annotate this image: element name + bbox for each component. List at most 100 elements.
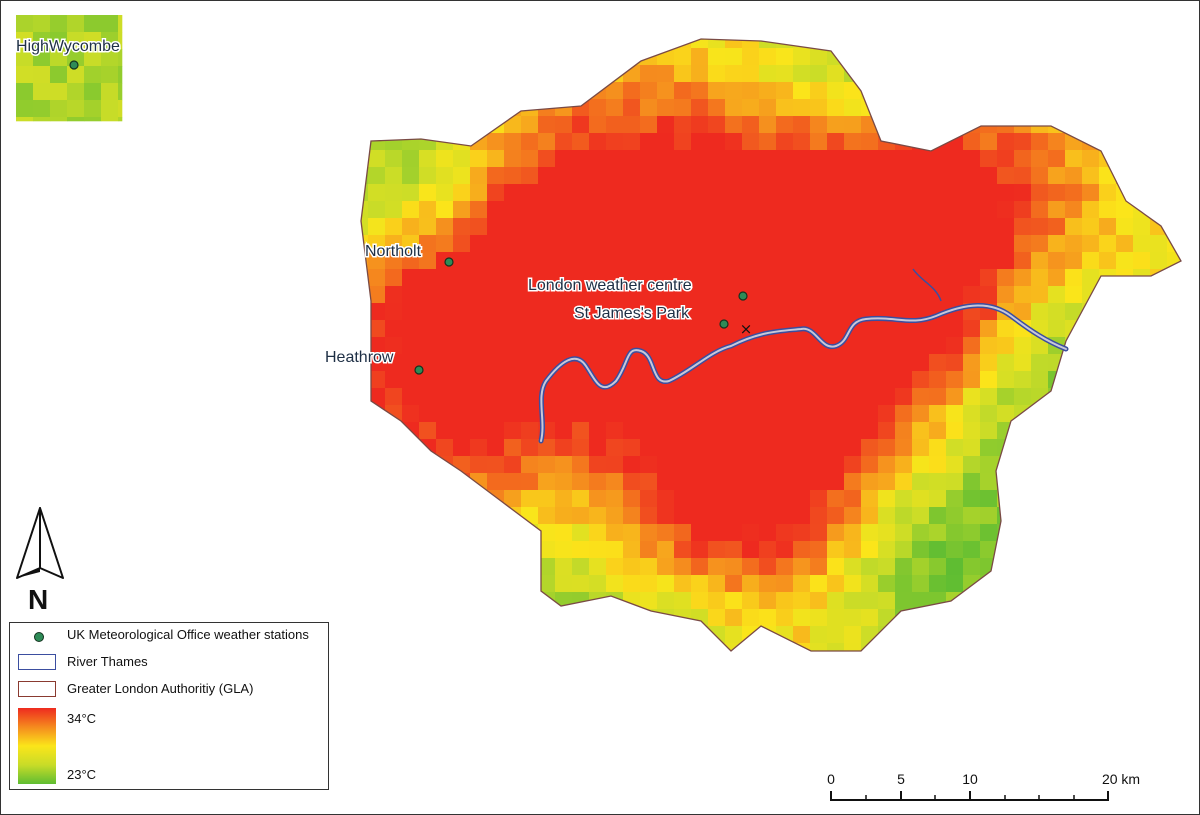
temperature-cell	[1133, 558, 1151, 576]
temperature-cell	[657, 99, 675, 117]
temperature-cell	[912, 252, 930, 270]
temperature-cell	[16, 49, 34, 67]
temperature-cell	[1116, 507, 1134, 525]
temperature-cell	[436, 558, 454, 576]
temperature-cell	[895, 388, 913, 406]
temperature-cell	[793, 575, 811, 593]
temperature-cell	[793, 337, 811, 355]
temperature-cell	[1048, 218, 1066, 236]
temperature-cell	[725, 167, 743, 185]
temperature-cell	[361, 150, 369, 168]
temperature-cell	[793, 65, 811, 83]
temperature-cell	[861, 422, 879, 440]
temperature-cell	[487, 473, 505, 491]
temperature-cell	[708, 558, 726, 576]
temperature-cell	[521, 269, 539, 287]
temperature-cell	[810, 82, 828, 100]
temperature-cell	[555, 575, 573, 593]
temperature-cell	[419, 388, 437, 406]
temperature-cell	[1082, 490, 1100, 508]
temperature-cell	[912, 303, 930, 321]
temperature-cell	[708, 150, 726, 168]
temperature-cell	[895, 422, 913, 440]
temperature-cell	[657, 558, 675, 576]
temperature-cell	[1099, 558, 1117, 576]
temperature-cell	[912, 150, 930, 168]
temperature-cell	[419, 167, 437, 185]
temperature-cell	[385, 592, 403, 610]
temperature-cell	[657, 439, 675, 457]
temperature-cell	[895, 184, 913, 202]
temperature-cell	[1014, 524, 1032, 542]
temperature-cell	[436, 541, 454, 559]
temperature-cell	[436, 320, 454, 338]
temperature-cell	[361, 626, 369, 644]
temperature-cell	[436, 303, 454, 321]
temperature-cell	[1116, 456, 1134, 474]
temperature-cell	[589, 592, 607, 610]
temperature-cell	[912, 82, 930, 100]
temperature-cell	[708, 235, 726, 253]
temperature-cell	[674, 541, 692, 559]
temperature-cell	[1133, 371, 1151, 389]
temperature-cell	[810, 201, 828, 219]
temperature-cell	[402, 439, 420, 457]
temperature-cell	[759, 626, 777, 644]
temperature-cell	[1014, 269, 1032, 287]
temperature-cell	[1150, 524, 1168, 542]
temperature-cell	[555, 439, 573, 457]
temperature-cell	[1167, 218, 1181, 236]
temperature-cell	[538, 218, 556, 236]
temperature-cell	[980, 116, 998, 134]
temperature-cell	[776, 575, 794, 593]
temperature-cell	[725, 65, 743, 83]
temperature-cell	[368, 201, 386, 219]
temperature-cell	[657, 133, 675, 151]
temperature-cell	[963, 133, 981, 151]
temperature-cell	[861, 337, 879, 355]
temperature-cell	[878, 150, 896, 168]
temperature-cell	[1167, 371, 1181, 389]
temperature-cell	[1099, 82, 1117, 100]
temperature-cell	[402, 99, 420, 117]
temperature-cell	[827, 320, 845, 338]
temperature-cell	[470, 660, 488, 678]
temperature-cell	[555, 184, 573, 202]
temperature-cell	[1031, 218, 1049, 236]
temperature-cell	[368, 39, 386, 49]
temperature-cell	[572, 626, 590, 644]
temperature-cell	[385, 167, 403, 185]
temperature-cell	[946, 65, 964, 83]
temperature-cell	[708, 371, 726, 389]
temperature-cell	[725, 235, 743, 253]
temperature-cell	[487, 592, 505, 610]
temperature-cell	[793, 609, 811, 627]
temperature-cell	[589, 303, 607, 321]
temperature-cell	[361, 286, 369, 304]
temperature-cell	[436, 422, 454, 440]
temperature-cell	[1082, 201, 1100, 219]
temperature-cell	[436, 184, 454, 202]
temperature-cell	[759, 48, 777, 66]
river-tributary	[912, 268, 942, 302]
temperature-cell	[844, 660, 862, 678]
temperature-cell	[708, 643, 726, 651]
temperature-cell	[793, 235, 811, 253]
temperature-cell	[1014, 65, 1032, 83]
temperature-cell	[1014, 490, 1032, 508]
temperature-cell	[912, 473, 930, 491]
temperature-cell	[1150, 99, 1168, 117]
temperature-cell	[1167, 643, 1181, 651]
temperature-cell	[827, 252, 845, 270]
temperature-cell	[1150, 184, 1168, 202]
temperature-cell	[1048, 575, 1066, 593]
temperature-cell	[861, 218, 879, 236]
temperature-cell	[538, 150, 556, 168]
temperature-cell	[1167, 65, 1181, 83]
temperature-cell	[980, 354, 998, 372]
temperature-cell	[997, 388, 1015, 406]
temperature-cell	[572, 303, 590, 321]
temperature-cell	[1031, 371, 1049, 389]
temperature-cell	[759, 303, 777, 321]
temperature-cell	[657, 82, 675, 100]
